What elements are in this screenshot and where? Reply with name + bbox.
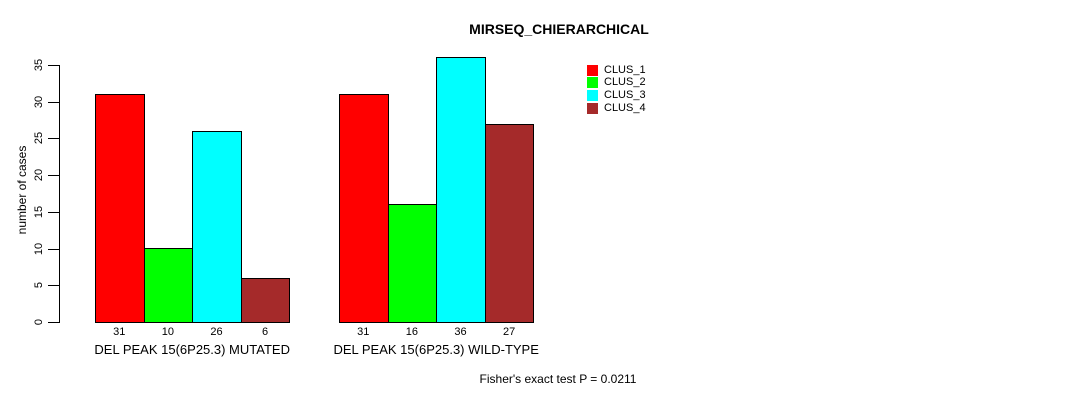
y-axis-label: number of cases [15,145,29,235]
bar-group1-clus_1 [95,94,145,323]
legend-label: CLUS_2 [604,76,646,89]
bar-group1-clus_3 [192,131,242,323]
bar-group2-clus_3 [436,57,486,323]
y-axis-tick [48,211,59,213]
y-axis-tick-label: 5 [33,282,45,289]
y-axis-tick [48,101,59,103]
y-axis-tick-label: 25 [33,132,45,145]
y-axis-tick-label: 10 [33,242,45,255]
y-axis-tick [48,64,59,66]
legend-label: CLUS_4 [604,102,646,115]
y-axis-line [59,64,60,324]
bar-value-label: 31 [357,326,370,338]
bar-value-label: 26 [210,326,223,338]
y-axis-tick [48,285,59,287]
y-axis-tick [48,175,59,176]
bar-value-label: 6 [262,326,269,338]
x-axis-group-label-1: DEL PEAK 15(6P25.3) MUTATED [94,342,290,357]
bar-value-label: 10 [161,326,175,338]
legend-entry-clus_3: CLUS_3 [587,90,646,102]
bar-value-label: 31 [113,326,126,338]
y-axis-tick [48,248,59,250]
y-axis-tick-label: 35 [33,58,45,71]
fisher-test-annotation: Fisher's exact test P = 0.0211 [479,372,637,386]
bar-group1-clus_2 [144,248,193,323]
y-axis-tick [48,138,59,140]
bar-group1-clus_4 [241,278,290,323]
y-axis-tick-label: 20 [33,168,45,182]
legend-entry-clus_4: CLUS_4 [587,103,646,115]
bar-group2-clus_2 [388,204,437,323]
y-axis-tick [48,322,59,323]
x-axis-group-label-2: DEL PEAK 15(6P25.3) WILD-TYPE [333,342,539,357]
y-axis-tick-label: 30 [33,95,45,108]
chart-title: MIRSEQ_CHIERARCHICAL [469,21,649,37]
bar-group2-clus_1 [339,94,389,323]
legend-entry-clus_2: CLUS_2 [587,77,646,89]
legend-swatch-clus_2 [587,77,598,89]
legend-entry-clus_1: CLUS_1 [587,64,646,76]
legend-label: CLUS_1 [604,63,646,76]
bar-value-label: 27 [502,326,516,338]
legend-swatch-clus_4 [587,103,598,115]
legend-swatch-clus_1 [587,64,598,76]
legend-swatch-clus_3 [587,90,598,102]
bar-value-label: 36 [454,326,467,338]
bar-value-label: 16 [405,326,419,338]
bar-group2-clus_4 [485,124,534,323]
y-axis-tick-label: 15 [33,205,45,218]
y-axis-tick-label: 0 [33,318,45,326]
legend-label: CLUS_3 [604,89,646,102]
